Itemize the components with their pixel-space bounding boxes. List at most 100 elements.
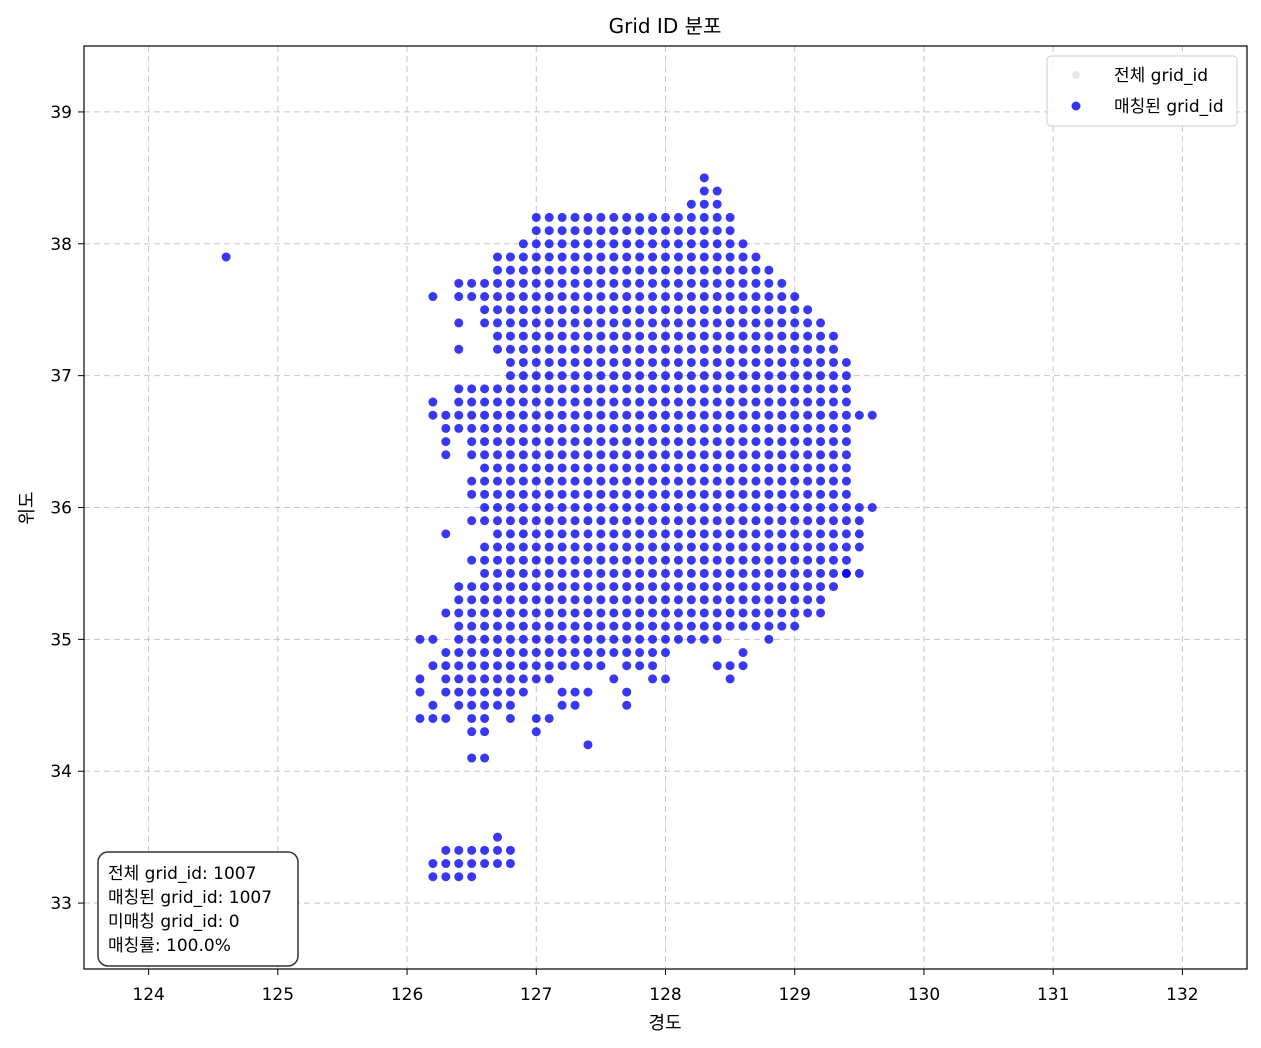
data-point-matched [518, 608, 528, 618]
data-point-matched [544, 305, 554, 315]
data-point-matched [557, 529, 567, 539]
data-point-matched [751, 555, 761, 565]
data-point-matched [493, 582, 503, 592]
data-point-matched [454, 278, 464, 288]
data-point-matched [544, 292, 554, 302]
data-point-matched [673, 568, 683, 578]
data-point-matched [480, 648, 490, 658]
data-point-matched [505, 476, 515, 486]
data-point-matched [518, 463, 528, 473]
data-point-matched [803, 318, 813, 328]
data-point-matched [725, 621, 735, 631]
y-tick-label: 35 [50, 630, 72, 650]
data-point-matched [635, 331, 645, 341]
data-point-matched [686, 384, 696, 394]
legend-box [1046, 55, 1238, 127]
data-point-matched [712, 634, 722, 644]
data-point-matched [764, 384, 774, 394]
data-point-matched [790, 318, 800, 328]
data-point-matched [531, 529, 541, 539]
data-point-matched [596, 357, 606, 367]
data-point-matched [725, 489, 735, 499]
data-point-matched [777, 384, 787, 394]
data-point-matched [738, 410, 748, 420]
data-point-matched [609, 239, 619, 249]
data-point-matched [609, 292, 619, 302]
data-point-matched [480, 463, 490, 473]
data-point-matched [751, 305, 761, 315]
data-point-matched [673, 582, 683, 592]
data-point-matched [467, 595, 477, 605]
data-point-matched [816, 397, 826, 407]
data-point-matched [673, 450, 683, 460]
data-point-matched [493, 489, 503, 499]
data-point-matched [441, 410, 451, 420]
data-point-matched [467, 384, 477, 394]
data-point-matched [622, 437, 632, 447]
data-point-matched [454, 859, 464, 869]
data-point-matched [828, 476, 838, 486]
data-point-matched [686, 608, 696, 618]
y-tick-label: 39 [50, 103, 72, 123]
data-point-matched [596, 489, 606, 499]
data-point-matched [764, 542, 774, 552]
data-point-matched [531, 503, 541, 512]
data-point-matched [699, 463, 709, 473]
data-point-matched [712, 318, 722, 328]
data-point-matched [570, 687, 580, 697]
data-point-matched [648, 265, 658, 275]
data-point-matched [493, 542, 503, 552]
data-point-matched [764, 331, 774, 341]
data-point-matched [480, 542, 490, 552]
data-point-matched [467, 476, 477, 486]
data-point-matched [661, 371, 670, 381]
data-point-matched [661, 608, 670, 618]
data-point-matched [803, 397, 813, 407]
chart-title: Grid ID 분포 [609, 14, 722, 38]
data-point-matched [609, 331, 619, 341]
data-point-matched [518, 239, 528, 249]
data-point-matched [531, 331, 541, 341]
data-point-matched [816, 516, 826, 526]
data-point-matched [557, 489, 567, 499]
data-point-matched [686, 318, 696, 328]
data-point-matched [505, 621, 515, 631]
data-point-matched [454, 634, 464, 644]
data-point-matched [505, 410, 515, 420]
data-point-matched [467, 292, 477, 302]
data-point-matched [609, 542, 619, 552]
x-tick-label: 132 [1166, 985, 1198, 1005]
data-point-matched [493, 344, 503, 354]
data-point-matched [505, 700, 515, 710]
data-point-matched [596, 503, 606, 512]
data-point-matched [635, 437, 645, 447]
data-point-matched [635, 410, 645, 420]
data-point-matched [777, 410, 787, 420]
data-point-matched [570, 410, 580, 420]
data-point-matched [505, 713, 515, 723]
data-point-matched [686, 252, 696, 262]
data-point-matched [544, 318, 554, 328]
data-point-matched [738, 516, 748, 526]
data-point-matched [596, 648, 606, 658]
data-point-matched [686, 265, 696, 275]
data-point-matched [557, 397, 567, 407]
data-point-matched [544, 226, 554, 236]
data-point-matched [686, 397, 696, 407]
data-point-matched [622, 344, 632, 354]
data-point-matched [531, 634, 541, 644]
data-point-matched [493, 437, 503, 447]
data-point-matched [673, 265, 683, 275]
data-point-matched [803, 463, 813, 473]
data-point-matched [467, 278, 477, 288]
data-point-matched [673, 226, 683, 236]
data-point-matched [635, 397, 645, 407]
data-point-matched [790, 516, 800, 526]
data-point-matched [790, 344, 800, 354]
x-tick-label: 129 [778, 985, 810, 1005]
data-point-matched [828, 542, 838, 552]
data-point-matched [751, 292, 761, 302]
stats-unmatched: 미매칭 grid_id: 0 [108, 912, 240, 932]
data-point-matched [764, 634, 774, 644]
